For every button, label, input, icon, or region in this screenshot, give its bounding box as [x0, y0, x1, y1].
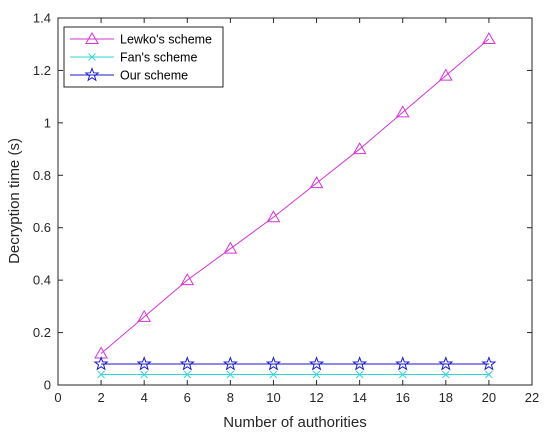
data-point-x — [269, 370, 278, 379]
data-point-triangle — [85, 31, 99, 44]
y-tick-label: 0.6 — [33, 220, 51, 235]
data-point-star — [265, 356, 282, 371]
y-axis-ticks: 0 0.2 0.4 0.6 0.8 1 1.2 1.4 — [33, 11, 532, 393]
data-point-triangle — [223, 241, 238, 254]
x-marker-stroke — [312, 370, 321, 379]
x-tick-label: 22 — [525, 390, 539, 405]
x-tick-label: 0 — [54, 390, 61, 405]
x-marker-stroke — [485, 370, 493, 379]
x-marker-stroke — [88, 53, 96, 61]
legend-item: Lewko's scheme — [70, 31, 212, 47]
x-tick-label: 8 — [227, 390, 234, 405]
y-axis-label: Decryption time (s) — [6, 138, 23, 264]
y-tick-label: 1 — [44, 115, 51, 130]
data-point-triangle — [309, 176, 324, 189]
data-point-star — [438, 356, 454, 371]
data-point-x — [398, 370, 407, 379]
x-tick-label: 6 — [184, 390, 191, 405]
series-0 — [94, 31, 496, 359]
series-2 — [93, 356, 497, 371]
series-layer — [93, 31, 497, 379]
data-point-star — [93, 356, 109, 371]
data-point-triangle — [438, 68, 453, 81]
legend-label: Lewko's scheme — [120, 33, 212, 47]
data-point-x — [140, 370, 149, 379]
series-1 — [97, 370, 493, 379]
x-tick-label: 2 — [97, 390, 104, 405]
series-line — [100, 38, 490, 354]
data-point-star — [136, 356, 152, 371]
y-tick-label: 0 — [44, 378, 51, 393]
y-tick-label: 0.2 — [33, 325, 51, 340]
x-marker-stroke — [226, 370, 235, 379]
data-point-x — [355, 370, 364, 379]
legend-label: Our scheme — [120, 69, 188, 83]
x-tick-label: 20 — [482, 390, 496, 405]
data-point-x — [226, 370, 235, 379]
data-point-star — [481, 356, 497, 371]
x-marker-stroke — [441, 370, 450, 379]
data-point-x — [441, 370, 450, 379]
data-point-triangle — [266, 210, 281, 223]
x-tick-label: 14 — [352, 390, 366, 405]
legend-item: Fan's scheme — [70, 51, 197, 65]
x-axis-ticks: 0 2 4 6 8 10 12 14 16 18 20 22 — [54, 18, 539, 405]
data-point-triangle — [352, 142, 367, 155]
data-point-star — [84, 67, 100, 82]
x-tick-label: 12 — [309, 390, 323, 405]
x-marker-stroke — [183, 370, 192, 379]
data-point-x — [183, 370, 192, 379]
x-marker-stroke — [398, 370, 407, 379]
legend-label: Fan's scheme — [120, 51, 197, 65]
x-marker-stroke — [140, 370, 149, 379]
data-point-star — [179, 356, 195, 371]
data-point-triangle — [395, 105, 410, 118]
data-point-star — [395, 356, 411, 371]
x-marker-stroke — [97, 370, 105, 379]
x-marker-stroke — [355, 370, 364, 379]
data-point-star — [222, 356, 238, 371]
data-point-star — [352, 356, 368, 371]
data-point-star — [308, 356, 325, 371]
data-point-triangle — [482, 31, 496, 44]
data-point-x — [88, 53, 96, 61]
x-tick-label: 10 — [266, 390, 280, 405]
data-point-x — [312, 370, 321, 379]
x-axis-label: Number of authorities — [223, 414, 366, 431]
y-tick-label: 0.4 — [33, 273, 51, 288]
legend: Lewko's scheme Fan's scheme Our scheme — [63, 26, 224, 88]
y-tick-label: 1.2 — [33, 63, 51, 78]
data-point-x — [485, 370, 493, 379]
x-tick-label: 18 — [439, 390, 453, 405]
data-point-triangle — [137, 309, 152, 322]
x-marker-stroke — [269, 370, 278, 379]
x-tick-label: 4 — [141, 390, 148, 405]
x-tick-label: 16 — [395, 390, 409, 405]
y-tick-label: 0.8 — [33, 168, 51, 183]
y-tick-label: 1.4 — [33, 11, 51, 26]
data-point-triangle — [180, 273, 195, 286]
data-point-x — [97, 370, 105, 379]
legend-item: Our scheme — [70, 67, 188, 83]
